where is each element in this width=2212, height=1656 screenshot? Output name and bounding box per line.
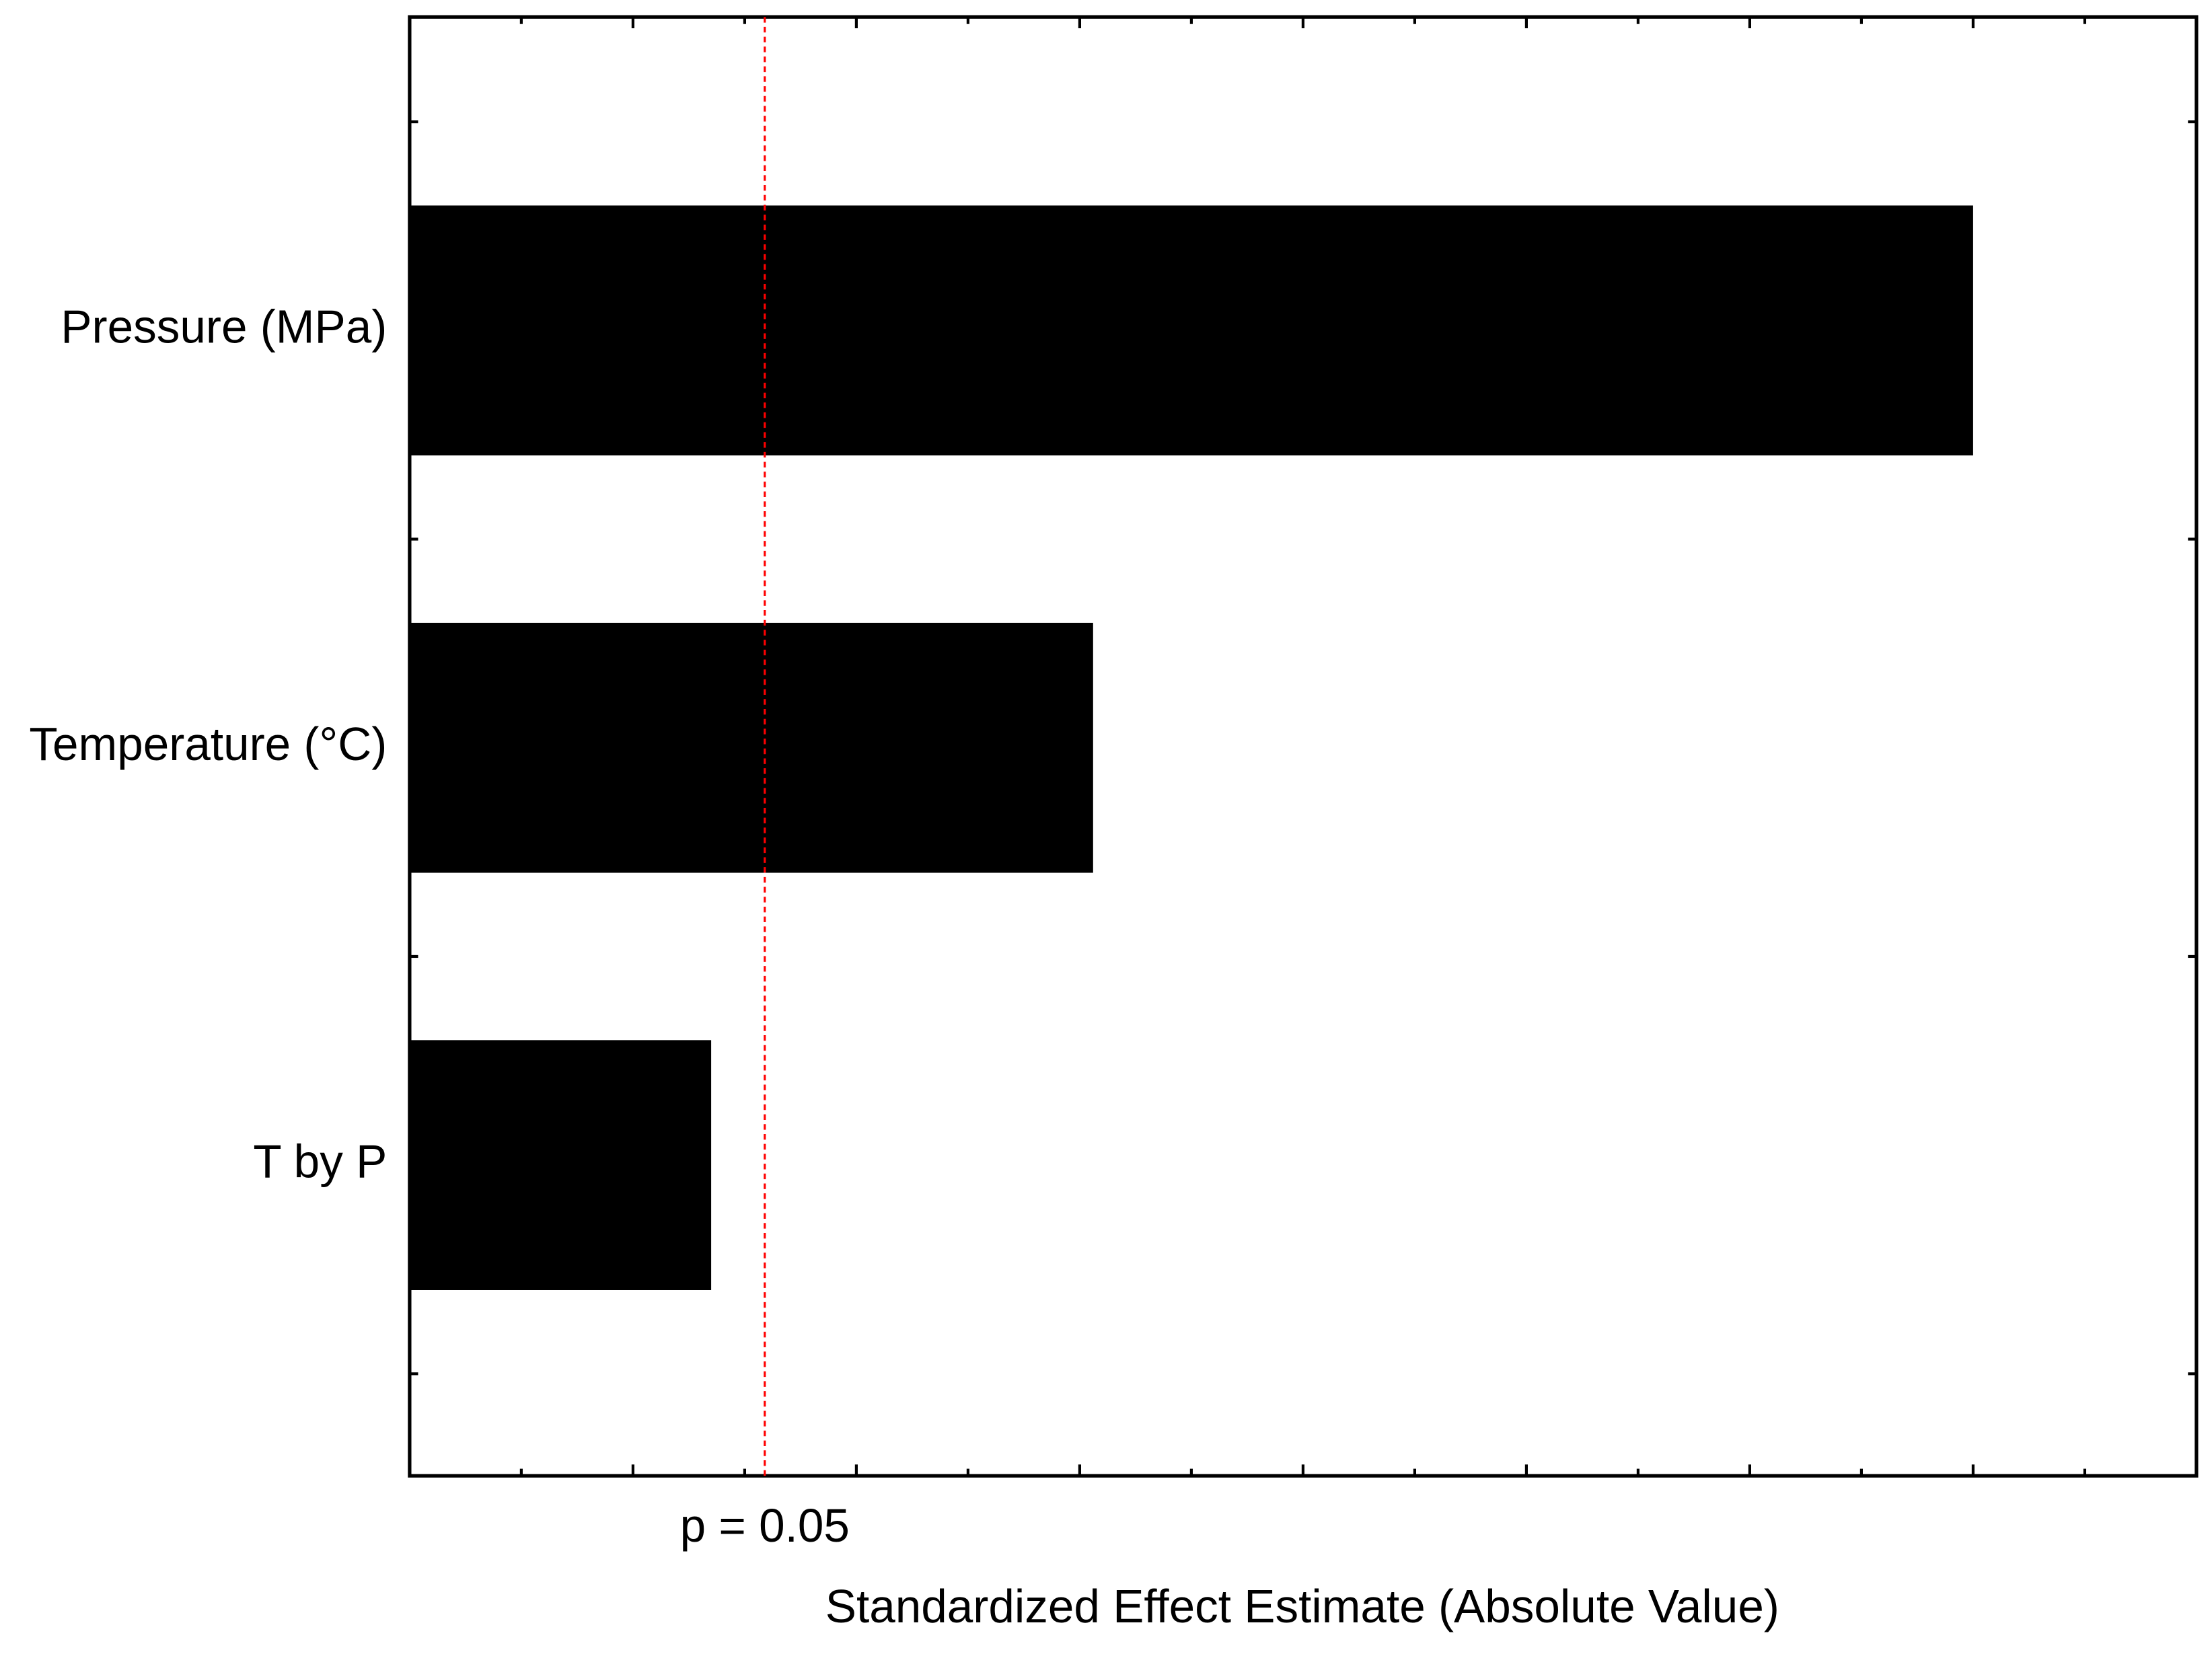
y-tick-label: Temperature (°C): [29, 718, 387, 770]
bar: [409, 205, 1973, 456]
y-tick-label: T by P: [253, 1135, 387, 1187]
y-tick-label: Pressure (MPa): [61, 301, 387, 353]
bar: [409, 1040, 712, 1290]
reference-label: p = 0.05: [680, 1499, 850, 1552]
x-axis-label: Standardized Effect Estimate (Absolute V…: [825, 1580, 1779, 1632]
bar: [409, 622, 1093, 873]
